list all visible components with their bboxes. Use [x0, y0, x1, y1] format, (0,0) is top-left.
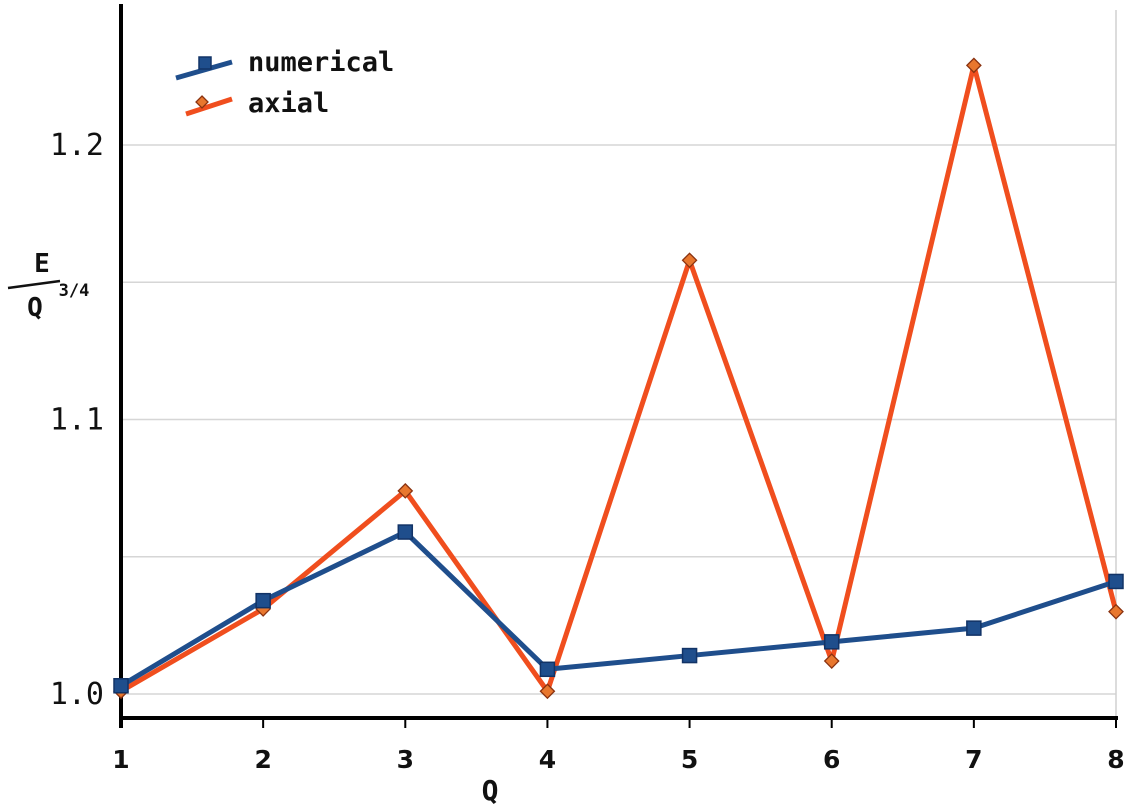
data-point-axial	[965, 57, 982, 74]
series	[113, 57, 1124, 700]
data-point-numerical	[823, 634, 840, 650]
data-point-numerical	[255, 592, 271, 609]
x-tick-labels: 1 2 3 4 5 6 7 8	[112, 745, 1124, 774]
data-point-axial	[681, 252, 698, 269]
legend-entry-numerical: numerical	[175, 47, 394, 81]
x-axis-label: Q	[482, 774, 499, 807]
legend-line-numerical	[175, 59, 233, 81]
data-point-axial	[1108, 603, 1124, 620]
x-tick-label: 2	[254, 745, 271, 774]
series-numerical	[113, 524, 1124, 694]
legend-marker-axial	[195, 95, 209, 109]
data-point-numerical	[113, 678, 129, 694]
legend-entry-axial: axial	[185, 88, 329, 119]
x-tick-label: 4	[539, 745, 556, 774]
y-axis-label-fraction-bar	[7, 279, 61, 290]
axes	[119, 4, 1118, 728]
legend: numerical axial	[175, 47, 394, 119]
legend-label-numerical: numerical	[248, 47, 394, 78]
data-point-axial	[539, 683, 556, 700]
data-point-axial	[397, 482, 414, 499]
legend-label-axial: axial	[248, 88, 329, 119]
y-tick-label: 1.0	[50, 677, 104, 712]
x-tick-label: 6	[823, 745, 840, 774]
y-tick-label: 1.2	[50, 128, 104, 163]
y-axis-label-exponent: 3/4	[59, 281, 90, 301]
legend-marker-numerical	[198, 56, 212, 70]
y-axis-label-denominator: Q	[27, 293, 43, 323]
data-point-numerical	[966, 620, 982, 636]
y-axis-label: E Q 3/4	[7, 249, 90, 323]
x-tick-label: 7	[965, 745, 982, 774]
y-tick-labels: 1.0 1.1 1.2	[50, 128, 104, 712]
x-tick-label: 8	[1107, 745, 1124, 774]
series-line-numerical	[119, 529, 1117, 688]
data-point-numerical	[1108, 573, 1124, 590]
gridlines	[121, 144, 1116, 695]
x-tick-label: 5	[681, 745, 698, 774]
x-tick-label: 1	[112, 745, 129, 774]
data-point-axial	[823, 653, 840, 669]
y-axis-label-numerator: E	[34, 249, 50, 279]
data-point-numerical	[397, 524, 414, 540]
legend-line-axial	[185, 96, 233, 117]
x-tick-label: 3	[397, 745, 414, 774]
data-point-numerical	[539, 661, 556, 678]
y-tick-label: 1.1	[50, 403, 104, 438]
data-point-numerical	[681, 647, 698, 664]
